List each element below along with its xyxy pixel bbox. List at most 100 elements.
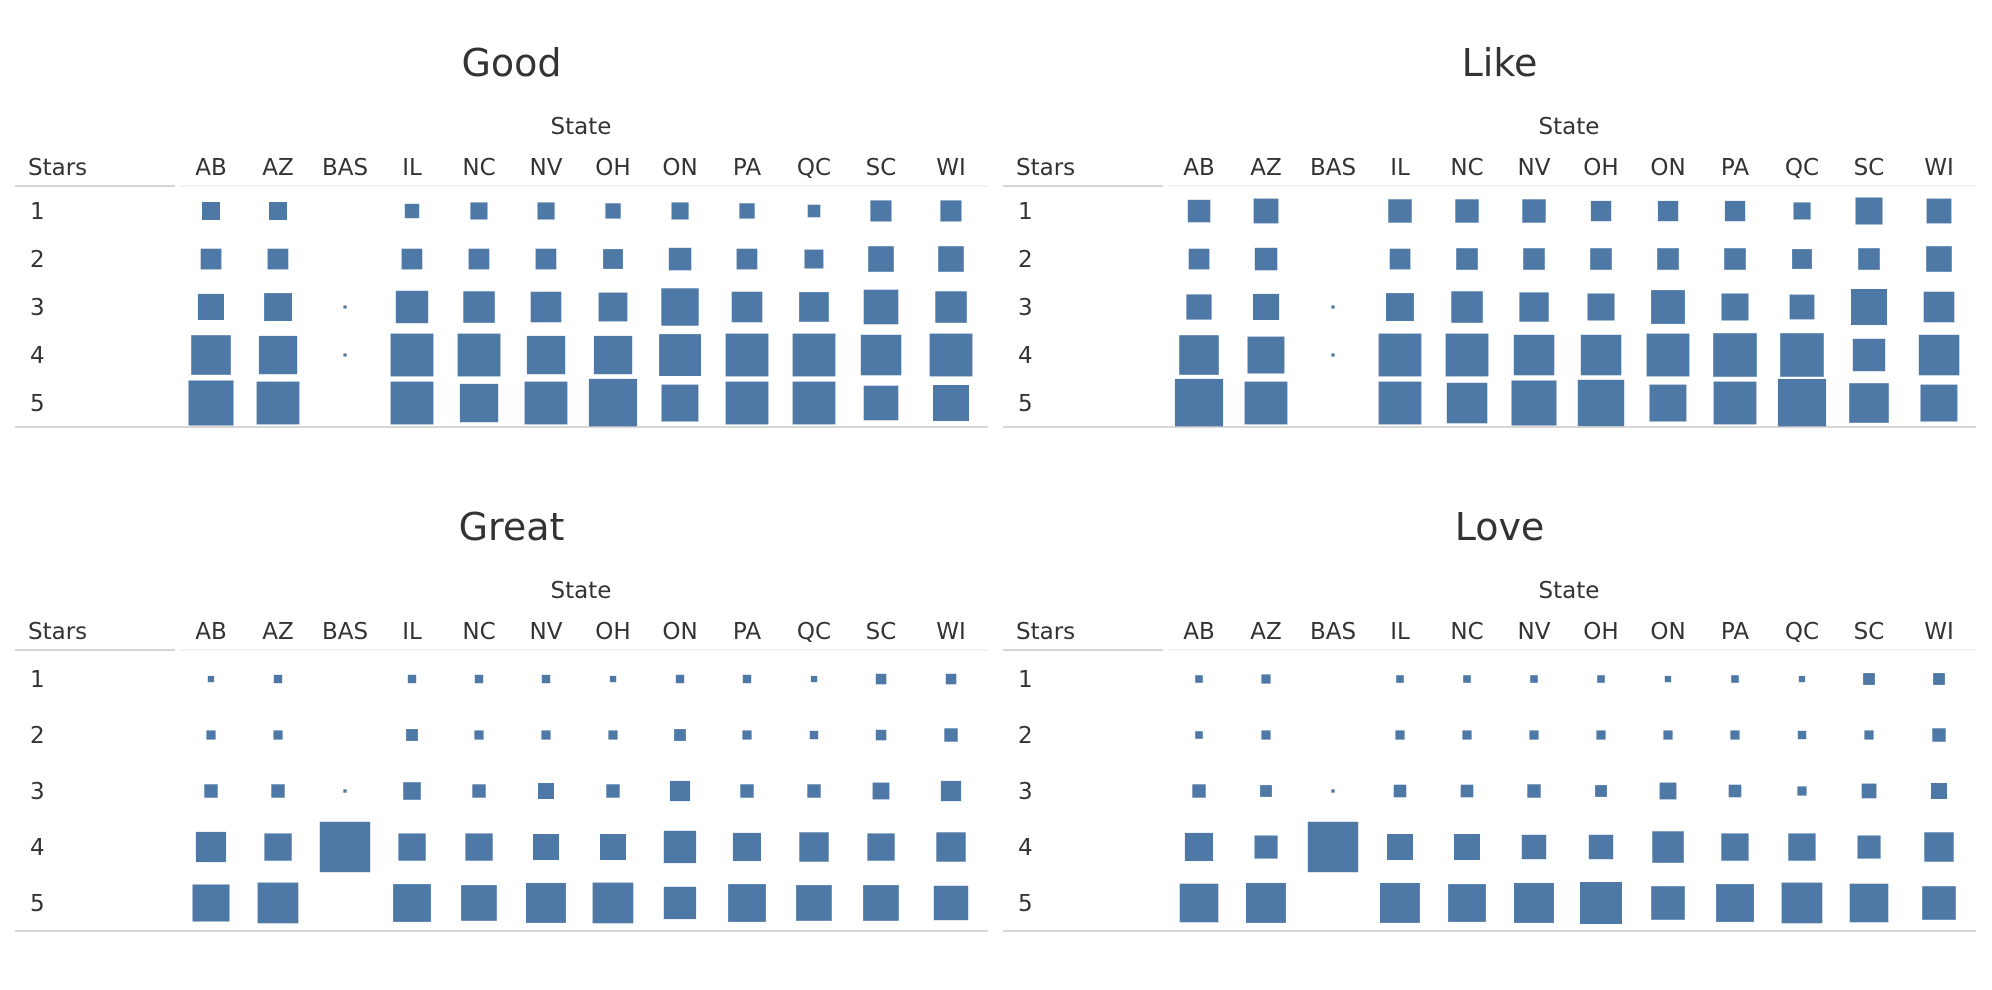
square-pa-star-3 <box>1728 784 1742 798</box>
square-oh-star-1 <box>609 675 617 683</box>
square-wi-star-5 <box>933 885 969 921</box>
square-pa-star-2 <box>736 248 758 270</box>
square-sc-star-4 <box>867 833 895 861</box>
square-on-star-4 <box>659 334 701 376</box>
square-ab-star-5 <box>1179 883 1219 923</box>
square-sc-star-2 <box>1858 248 1880 270</box>
column-label-pa: PA <box>733 619 761 645</box>
square-pa-star-1 <box>742 674 752 684</box>
square-oh-star-5 <box>592 882 634 924</box>
square-ab-star-2 <box>1188 248 1210 270</box>
row-label-3: 3 <box>1018 779 1033 805</box>
column-label-bas: BAS <box>1310 619 1356 645</box>
column-label-il: IL <box>402 155 422 181</box>
square-az-star-4 <box>1247 336 1285 374</box>
y-axis-label: Stars <box>28 155 87 181</box>
square-bas-star-3 <box>1331 789 1335 793</box>
square-pa-star-2 <box>1730 730 1740 740</box>
square-nc-star-1 <box>474 674 484 684</box>
square-on-star-2 <box>1663 730 1673 740</box>
square-az-star-2 <box>273 730 283 740</box>
square-az-star-5 <box>1246 883 1286 923</box>
row-label-1: 1 <box>30 667 45 693</box>
square-pa-star-2 <box>1724 248 1746 270</box>
square-oh-star-1 <box>605 203 621 219</box>
square-il-star-2 <box>1395 730 1405 740</box>
square-az-star-3 <box>1253 293 1280 320</box>
square-ab-star-4 <box>191 335 231 375</box>
square-qc-star-4 <box>1780 333 1824 377</box>
row-label-3: 3 <box>30 295 45 321</box>
square-qc-star-2 <box>1792 249 1812 269</box>
square-sc-star-5 <box>1849 383 1889 423</box>
row-label-2: 2 <box>1018 247 1033 273</box>
square-nc-star-1 <box>1455 199 1479 223</box>
square-nc-star-4 <box>1445 333 1489 377</box>
square-qc-star-5 <box>796 885 832 921</box>
column-label-on: ON <box>662 619 697 645</box>
square-nv-star-4 <box>526 335 566 375</box>
square-on-star-3 <box>661 288 699 326</box>
square-on-star-2 <box>668 247 692 271</box>
square-az-star-3 <box>1260 785 1272 797</box>
square-nv-star-3 <box>538 783 554 799</box>
square-nc-star-3 <box>1460 784 1474 798</box>
square-nv-star-5 <box>1514 883 1554 923</box>
column-label-oh: OH <box>595 619 630 645</box>
square-az-star-4 <box>258 335 298 375</box>
square-bas-star-4 <box>319 821 371 873</box>
square-sc-star-3 <box>872 782 890 800</box>
square-oh-star-2 <box>603 249 623 269</box>
square-bas-star-4 <box>1331 353 1335 357</box>
column-label-wi: WI <box>936 619 966 645</box>
square-az-star-2 <box>1261 730 1271 740</box>
square-ab-star-1 <box>1187 199 1211 223</box>
square-nc-star-1 <box>470 202 488 220</box>
square-pa-star-3 <box>740 784 754 798</box>
column-label-az: AZ <box>1250 155 1282 181</box>
column-label-qc: QC <box>797 619 831 645</box>
square-qc-star-4 <box>1788 833 1816 861</box>
square-oh-star-4 <box>600 834 626 860</box>
square-qc-star-5 <box>792 381 836 425</box>
column-label-nv: NV <box>1518 619 1551 645</box>
square-on-star-4 <box>663 830 697 864</box>
square-sc-star-1 <box>1863 673 1875 685</box>
square-wi-star-1 <box>1926 198 1952 224</box>
square-nv-star-2 <box>541 730 551 740</box>
square-pa-star-4 <box>1721 833 1749 861</box>
column-label-il: IL <box>1390 155 1410 181</box>
column-label-az: AZ <box>1250 619 1282 645</box>
y-axis-label: Stars <box>28 619 87 645</box>
row-label-4: 4 <box>1018 343 1033 369</box>
square-wi-star-2 <box>938 246 964 272</box>
square-nc-star-5 <box>461 885 497 921</box>
square-qc-star-2 <box>1797 730 1807 740</box>
square-nv-star-5 <box>1511 380 1557 426</box>
square-qc-star-1 <box>1793 202 1811 220</box>
square-qc-star-4 <box>792 333 836 377</box>
square-nv-star-3 <box>1527 784 1541 798</box>
square-bas-star-3 <box>1331 305 1335 309</box>
column-label-nc: NC <box>462 619 495 645</box>
square-oh-star-3 <box>1587 293 1615 321</box>
square-sc-star-3 <box>1851 289 1887 325</box>
square-il-star-3 <box>403 782 421 800</box>
square-qc-star-1 <box>807 204 821 218</box>
square-az-star-5 <box>257 882 299 924</box>
column-label-bas: BAS <box>1310 155 1356 181</box>
square-sc-star-2 <box>875 729 887 741</box>
square-ab-star-1 <box>207 675 215 683</box>
square-sc-star-4 <box>860 334 902 376</box>
square-oh-star-5 <box>1580 882 1622 924</box>
square-nc-star-5 <box>1448 884 1486 922</box>
square-ab-star-1 <box>202 202 220 220</box>
square-nc-star-2 <box>468 248 490 270</box>
square-sc-star-1 <box>870 200 892 222</box>
square-il-star-2 <box>406 729 418 741</box>
column-label-bas: BAS <box>322 619 368 645</box>
square-ab-star-3 <box>204 784 218 798</box>
column-label-az: AZ <box>262 619 294 645</box>
square-oh-star-3 <box>1595 785 1607 797</box>
column-label-nv: NV <box>1518 155 1551 181</box>
